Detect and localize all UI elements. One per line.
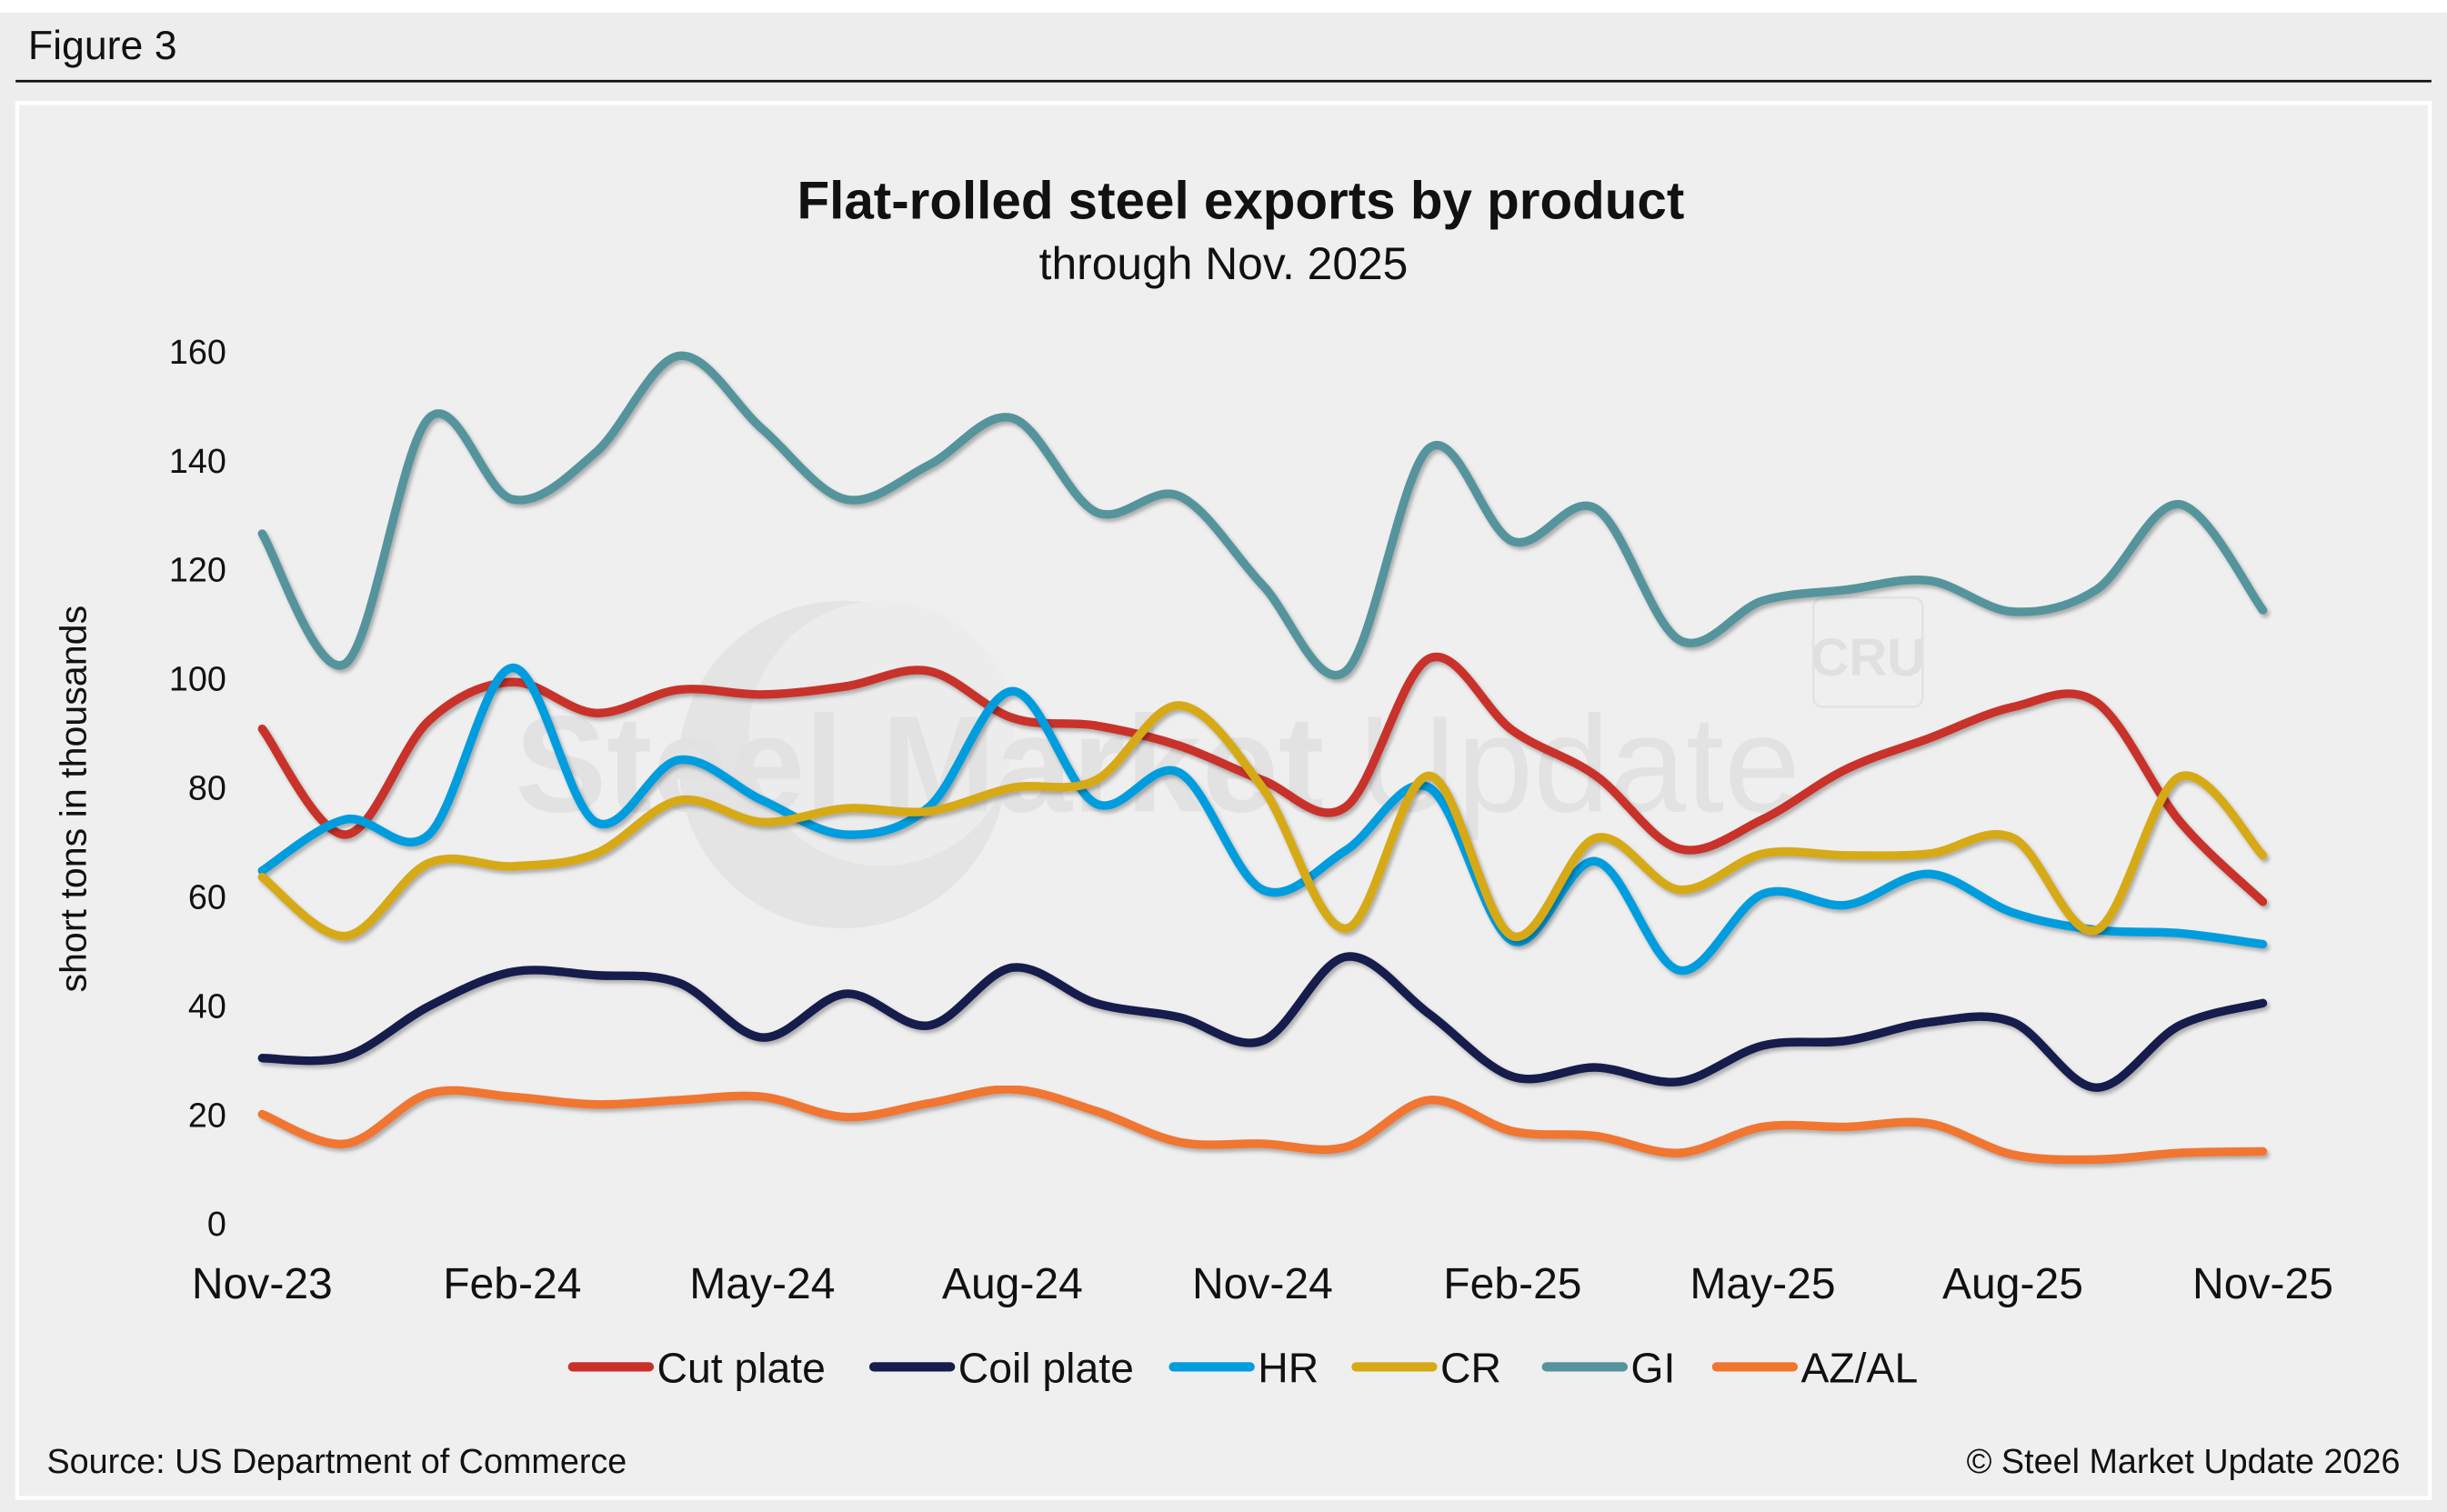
- x-tick-label: Feb-24: [443, 1260, 581, 1308]
- x-tick-label: Nov-23: [192, 1260, 333, 1308]
- series-line-cr: [257, 701, 2268, 941]
- legend-label: AZ/AL: [1800, 1345, 1918, 1392]
- legend-item-hr: HR: [1168, 1345, 1319, 1392]
- legend-label: GI: [1630, 1345, 1675, 1392]
- series-gi: [257, 351, 2268, 680]
- legend-label: Cut plate: [657, 1345, 826, 1392]
- series-line-az-al: [257, 1085, 2268, 1165]
- x-axis-ticks: Nov-23 Feb-24 May-24 Aug-24 Nov-24 Feb-25 May-…: [192, 1260, 2333, 1308]
- legend-label: CR: [1440, 1345, 1501, 1392]
- x-tick-label: Nov-25: [2192, 1260, 2333, 1308]
- chart-subtitle: through Nov. 2025: [1039, 238, 1409, 289]
- series-line-hr: [257, 663, 2268, 976]
- copyright-note: © Steel Market Update 2026: [1967, 1442, 2401, 1480]
- legend: Cut plate Coil plate HR CR GI AZ/AL: [567, 1345, 1918, 1392]
- chart-title: Flat-rolled steel exports by product: [797, 171, 1684, 230]
- x-tick-label: Aug-25: [1942, 1260, 2083, 1308]
- x-tick-label: Nov-24: [1192, 1260, 1333, 1308]
- x-tick-label: Feb-25: [1443, 1260, 1581, 1308]
- legend-label: HR: [1258, 1345, 1319, 1392]
- watermark-cru-text: CRU: [1810, 628, 1925, 687]
- y-tick-label: 40: [188, 986, 226, 1025]
- y-axis-label: short tons in thousands: [52, 606, 94, 993]
- x-tick-label: Aug-24: [942, 1260, 1083, 1308]
- y-tick-label: 0: [207, 1205, 226, 1243]
- series-cut-plate: [257, 652, 2268, 906]
- legend-item-az-al: AZ/AL: [1711, 1345, 1918, 1392]
- legend-item-cr: CR: [1351, 1345, 1501, 1392]
- legend-item-cut-plate: Cut plate: [567, 1345, 826, 1392]
- y-tick-label: 120: [169, 551, 226, 589]
- y-tick-label: 60: [188, 877, 226, 916]
- series-cr: [257, 701, 2268, 941]
- x-tick-label: May-25: [1690, 1260, 1835, 1308]
- y-axis-ticks: 0 20 40 60 80 100 120 140 160: [169, 333, 226, 1243]
- y-tick-label: 100: [169, 660, 226, 698]
- x-tick-label: May-24: [689, 1260, 835, 1308]
- y-tick-label: 20: [188, 1096, 226, 1134]
- series-line-coil-plate: [257, 952, 2268, 1092]
- y-tick-label: 80: [188, 769, 226, 807]
- series-line-cut-plate: [257, 652, 2268, 906]
- watermark-cru-box: [1811, 596, 1924, 708]
- series-hr: [257, 663, 2268, 976]
- y-tick-label: 140: [169, 442, 226, 480]
- series-lines: [257, 351, 2268, 1165]
- figure-label: Figure 3: [28, 24, 177, 68]
- series-az-al: [257, 1085, 2268, 1165]
- series-line-gi: [257, 351, 2268, 680]
- legend-item-coil-plate: Coil plate: [868, 1345, 1134, 1392]
- top-margin: [0, 0, 2447, 13]
- chart-panel: [15, 101, 2432, 1500]
- source-note: Source: US Department of Commerce: [46, 1442, 627, 1480]
- legend-item-gi: GI: [1541, 1345, 1675, 1392]
- series-coil-plate: [257, 952, 2268, 1092]
- y-tick-label: 160: [169, 333, 226, 371]
- legend-label: Coil plate: [958, 1345, 1134, 1392]
- watermark-logo-inner: [748, 600, 1015, 866]
